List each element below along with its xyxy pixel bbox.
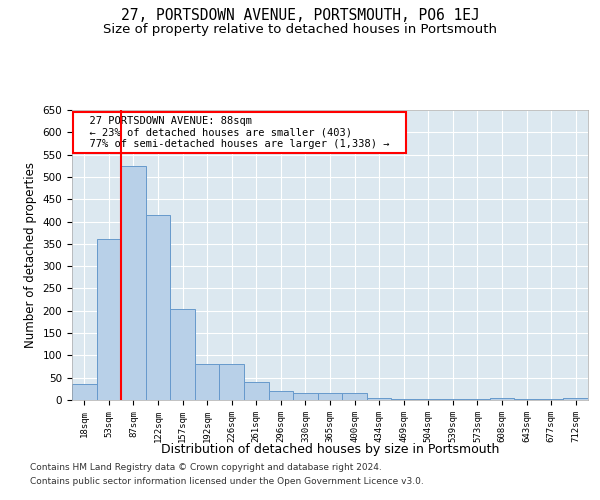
Text: Contains HM Land Registry data © Crown copyright and database right 2024.: Contains HM Land Registry data © Crown c… <box>30 464 382 472</box>
Bar <box>97 240 121 400</box>
Bar <box>391 399 416 400</box>
Bar <box>121 166 146 400</box>
Bar <box>244 382 269 400</box>
Bar <box>367 398 391 400</box>
Bar <box>490 398 514 400</box>
Text: Contains public sector information licensed under the Open Government Licence v3: Contains public sector information licen… <box>30 477 424 486</box>
Bar <box>563 398 588 400</box>
Bar <box>539 399 563 400</box>
Bar <box>195 364 220 400</box>
Bar <box>269 391 293 400</box>
Bar <box>440 399 465 400</box>
Text: 27 PORTSDOWN AVENUE: 88sqm  
  ← 23% of detached houses are smaller (403)  
  77: 27 PORTSDOWN AVENUE: 88sqm ← 23% of deta… <box>77 116 402 149</box>
Bar <box>318 394 342 400</box>
Bar <box>465 399 490 400</box>
Text: 27, PORTSDOWN AVENUE, PORTSMOUTH, PO6 1EJ: 27, PORTSDOWN AVENUE, PORTSMOUTH, PO6 1E… <box>121 8 479 22</box>
Bar <box>293 394 318 400</box>
Text: Size of property relative to detached houses in Portsmouth: Size of property relative to detached ho… <box>103 22 497 36</box>
Bar <box>514 399 539 400</box>
Bar <box>220 364 244 400</box>
Bar <box>342 394 367 400</box>
Text: Distribution of detached houses by size in Portsmouth: Distribution of detached houses by size … <box>161 442 499 456</box>
Bar <box>146 215 170 400</box>
Bar <box>72 384 97 400</box>
Bar <box>170 308 195 400</box>
Bar <box>416 399 440 400</box>
Y-axis label: Number of detached properties: Number of detached properties <box>24 162 37 348</box>
